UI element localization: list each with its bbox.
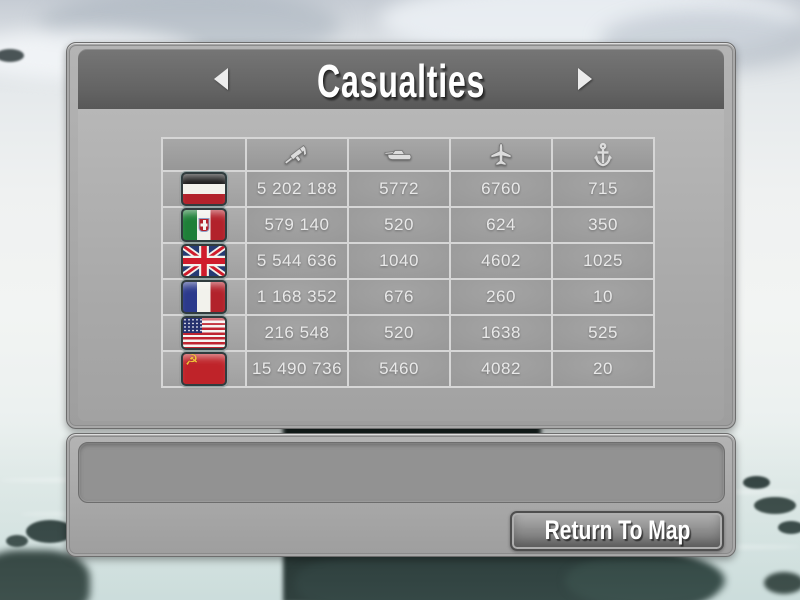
tank-casualties: 5772	[348, 171, 450, 207]
plane-casualties: 1638	[450, 315, 552, 351]
ussr-flag-icon: ☭	[181, 352, 227, 386]
table-header-row	[162, 138, 654, 171]
infantry-casualties: 5 544 636	[246, 243, 348, 279]
rock-shape	[764, 572, 800, 594]
ship-casualties: 10	[552, 279, 654, 315]
country-flag-cell	[162, 207, 246, 243]
tank-casualties: 1040	[348, 243, 450, 279]
rock-shape	[778, 521, 800, 534]
rock-shape	[6, 535, 28, 547]
country-flag-cell	[162, 279, 246, 315]
table-row: 5 202 188 5772 6760 715	[162, 171, 654, 207]
italy-crest-icon	[198, 218, 210, 232]
wreckage-shape	[565, 553, 725, 600]
table-row: ☭ 15 490 736 5460 4082 20	[162, 351, 654, 387]
prev-arrow-icon[interactable]	[214, 68, 228, 90]
rifle-icon	[284, 144, 307, 164]
table-row: 216 548 520 1638 525	[162, 315, 654, 351]
plane-casualties: 4082	[450, 351, 552, 387]
italy-flag-icon	[181, 208, 227, 242]
rock-shape	[26, 520, 74, 543]
ship-casualties: 1025	[552, 243, 654, 279]
ship-casualties: 20	[552, 351, 654, 387]
german-empire-flag-icon	[181, 172, 227, 206]
tank-column-header	[348, 138, 450, 171]
plane-casualties: 6760	[450, 171, 552, 207]
plane-casualties: 260	[450, 279, 552, 315]
table-row: 5 544 636 1040 4602 1025	[162, 243, 654, 279]
tank-casualties: 676	[348, 279, 450, 315]
table-row: 1 168 352 676 260 10	[162, 279, 654, 315]
plane-column-header	[450, 138, 552, 171]
ship-casualties: 350	[552, 207, 654, 243]
ships-column-header	[552, 138, 654, 171]
infantry-casualties: 216 548	[246, 315, 348, 351]
footer-panel: Return To Map	[66, 433, 736, 557]
ship-casualties: 525	[552, 315, 654, 351]
country-flag-cell	[162, 315, 246, 351]
rock-shape	[754, 497, 796, 514]
plane-icon	[490, 142, 512, 166]
country-flag-cell	[162, 171, 246, 207]
anchor-icon	[593, 142, 613, 166]
infantry-casualties: 5 202 188	[246, 171, 348, 207]
message-box	[78, 442, 725, 503]
casualties-table: 5 202 188 5772 6760 715 579 140 520 624 …	[161, 137, 655, 388]
return-to-map-label: Return To Map	[544, 515, 690, 545]
tank-casualties: 520	[348, 207, 450, 243]
hammer-sickle-icon: ☭	[185, 352, 199, 369]
return-to-map-button[interactable]: Return To Map	[510, 511, 724, 551]
infantry-column-header	[246, 138, 348, 171]
uk-flag-icon	[181, 244, 227, 278]
tank-casualties: 520	[348, 315, 450, 351]
rock-shape	[0, 49, 24, 62]
ship-casualties: 715	[552, 171, 654, 207]
title-bar: Casualties	[78, 49, 724, 109]
tank-icon	[384, 149, 412, 160]
infantry-casualties: 15 490 736	[246, 351, 348, 387]
country-flag-cell	[162, 243, 246, 279]
usa-flag-icon	[181, 316, 227, 350]
plane-casualties: 624	[450, 207, 552, 243]
tank-casualties: 5460	[348, 351, 450, 387]
infantry-casualties: 1 168 352	[246, 279, 348, 315]
france-flag-icon	[181, 280, 227, 314]
country-flag-cell: ☭	[162, 351, 246, 387]
page-title: Casualties	[316, 55, 486, 107]
rock-shape	[0, 550, 90, 600]
usa-canton	[183, 318, 202, 333]
table-row: 579 140 520 624 350	[162, 207, 654, 243]
country-column-header	[162, 138, 246, 171]
plane-casualties: 4602	[450, 243, 552, 279]
rock-shape	[743, 476, 770, 489]
infantry-casualties: 579 140	[246, 207, 348, 243]
next-arrow-icon[interactable]	[578, 68, 592, 90]
